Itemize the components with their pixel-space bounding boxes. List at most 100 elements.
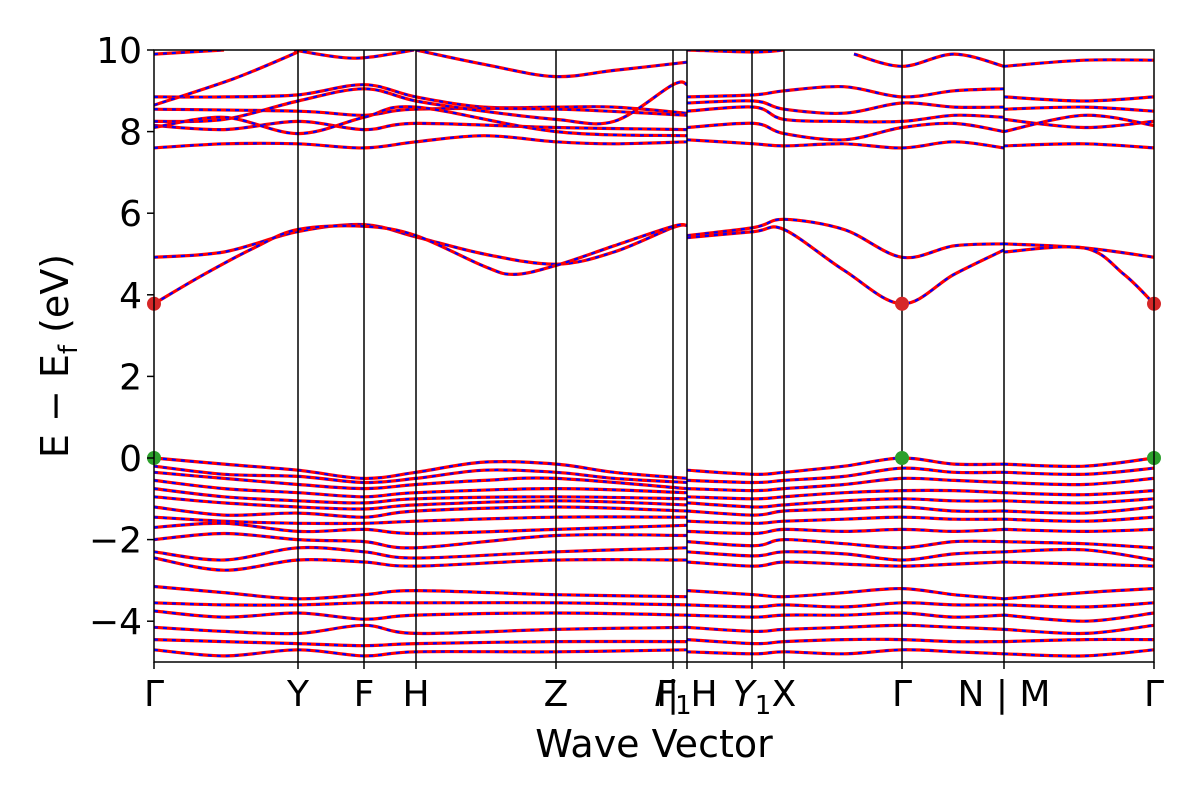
- band-line-up: [154, 134, 688, 150]
- band-line-up: [686, 138, 1005, 150]
- band-line-down: [154, 487, 688, 505]
- band-line-down: [686, 467, 1005, 484]
- band-line-up: [686, 456, 1005, 476]
- band-line-down: [686, 648, 1005, 655]
- band-line-up: [686, 637, 1005, 646]
- band-line-down: [1003, 587, 1154, 600]
- band-line-down: [1003, 58, 1154, 68]
- band-line-up: [686, 225, 1005, 306]
- band-line-down: [154, 471, 688, 490]
- band-line-down: [154, 120, 688, 131]
- band-line-up: [293, 50, 415, 60]
- band-line-down: [1003, 497, 1154, 505]
- band-line-down: [686, 477, 1005, 492]
- y-axis-label-main: E − E: [33, 354, 77, 458]
- kpoint-lines: [297, 50, 1005, 662]
- y-tick-label: −2: [89, 521, 142, 562]
- band-line-down: [1003, 477, 1154, 486]
- band-line-down: [1003, 95, 1154, 103]
- band-line-down: [1003, 505, 1154, 515]
- band-line-down: [1003, 105, 1154, 113]
- band-line-up: [686, 99, 1005, 116]
- x-tick-label: N | M: [957, 674, 1050, 715]
- band-line-down: [686, 225, 1005, 305]
- band-line-down: [686, 105, 1005, 124]
- band-line-up: [154, 623, 688, 636]
- band-line-down: [853, 52, 1005, 68]
- x-tick-label: Γ: [892, 674, 912, 715]
- band-line-down: [154, 223, 688, 266]
- y-tick-label: 10: [96, 31, 142, 72]
- band-line-up: [154, 545, 688, 562]
- band-line-down: [686, 528, 1005, 535]
- x-tick-label: Y1: [733, 674, 772, 721]
- band-line-down: [1003, 516, 1154, 523]
- band-line-down: [154, 601, 688, 607]
- extremum-marker: [895, 451, 909, 465]
- band-line-up: [415, 50, 688, 79]
- band-line-down: [154, 515, 688, 525]
- band-line-up: [154, 584, 688, 601]
- band-line-down: [1003, 611, 1154, 623]
- band-line-down: [154, 50, 299, 107]
- extremum-marker: [895, 296, 909, 311]
- band-line-up: [686, 121, 1005, 142]
- band-line-down: [1003, 456, 1154, 468]
- band-line-down: [1003, 467, 1154, 476]
- band-line-down: [154, 522, 688, 535]
- band-line-up: [686, 537, 1005, 550]
- band-line-down: [1003, 528, 1154, 533]
- extrema-markers: [147, 296, 1161, 465]
- y-tick-label: 8: [119, 113, 142, 154]
- y-tick-label: 2: [119, 357, 142, 398]
- y-tick-label: −4: [89, 602, 142, 643]
- band-line-down: [1003, 638, 1154, 643]
- band-line-down: [1003, 601, 1154, 609]
- x-tick-label: F: [354, 674, 375, 715]
- band-line-down: [154, 624, 688, 635]
- band-line-down: [154, 105, 688, 137]
- band-line-down: [154, 532, 688, 549]
- band-line-down: [686, 489, 1005, 500]
- plot-frame: [153, 49, 1155, 663]
- band-line-up: [154, 556, 688, 572]
- band-line-down: [686, 122, 1005, 142]
- x-tick-label: F1: [654, 674, 691, 721]
- band-line-down: [1003, 489, 1154, 496]
- band-line-down: [1003, 242, 1154, 259]
- band-line-up: [154, 531, 688, 550]
- band-line-down: [154, 585, 688, 600]
- band-line-up: [154, 222, 688, 306]
- band-line-down: [154, 609, 688, 621]
- band-line-down: [686, 516, 1005, 525]
- y-tick-label: 6: [119, 194, 142, 235]
- band-line-up: [154, 609, 688, 621]
- band-line-down: [1003, 560, 1154, 568]
- band-line-down: [1003, 114, 1154, 133]
- band-line-down: [1003, 548, 1154, 562]
- band-line-down: [1003, 648, 1154, 658]
- band-line-down: [686, 85, 1005, 99]
- band-line-down: [686, 218, 1005, 259]
- x-axis-label: Wave Vector: [535, 722, 773, 766]
- band-line-down: [154, 479, 688, 498]
- band-line-up: [686, 623, 1005, 634]
- band-line-up: [154, 80, 688, 126]
- band-line-up: [686, 217, 1005, 260]
- band-line-down: [686, 611, 1005, 619]
- y-axis-ticks: 10 8 6 4 2 0 −2 −4: [89, 31, 154, 643]
- x-axis-ticks: Γ Y F H Z F1I| H Y1 X Γ N | M Γ: [144, 662, 1164, 721]
- y-tick-label: 4: [119, 276, 142, 317]
- band-line-up: [686, 497, 1005, 509]
- band-lines: [154, 50, 1154, 658]
- band-line-up: [686, 586, 1005, 601]
- y-axis-label-sub: f: [54, 344, 84, 354]
- band-line-down: [154, 638, 688, 647]
- band-line-up: [686, 560, 1005, 568]
- band-line-up: [1003, 547, 1154, 562]
- band-line-up: [853, 52, 1005, 68]
- y-axis-label-unit: (eV): [33, 254, 77, 345]
- band-line-down: [154, 495, 688, 511]
- band-line-down: [686, 601, 1005, 609]
